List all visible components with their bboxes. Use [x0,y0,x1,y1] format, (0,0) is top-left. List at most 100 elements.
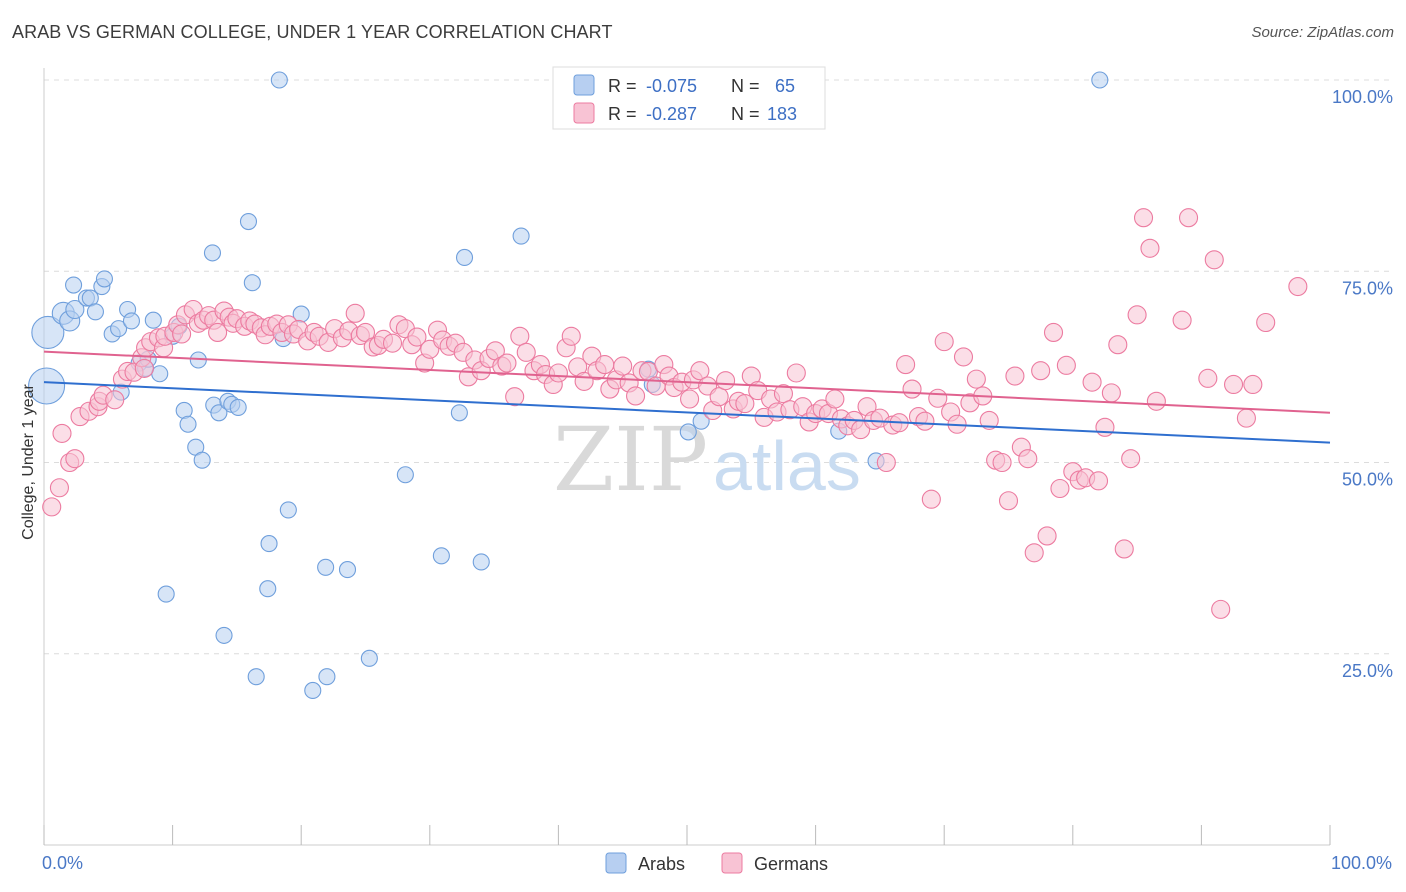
germans-point-136 [876,452,896,473]
germans-point-158 [1018,449,1038,469]
gridlines [44,79,1390,655]
y-axis-label: College, Under 1 year [20,384,37,540]
germans-point-184 [1224,374,1244,395]
arabs-point-10 [95,270,113,288]
germans-point-144 [928,388,948,408]
germans-point-169 [1088,471,1109,491]
germans-point-128 [825,389,845,409]
germans-point-155 [998,491,1019,511]
arabs-point-8 [86,303,104,321]
trend-lines [43,350,1331,444]
germans-point-142 [915,411,935,431]
germans-point-179 [1172,310,1192,330]
germans-point-139 [896,355,916,375]
y-tick-label-2: 50.0% [1342,470,1393,490]
germans-point-140 [902,379,922,399]
y-tick-label-0: 100.0% [1332,87,1393,107]
watermark: ZIP atlas [553,408,861,511]
germans-point-79 [510,326,530,346]
germans-point-105 [680,389,700,409]
arabs-point-40 [260,535,278,553]
germans-point-92 [595,355,615,375]
legend-label-germans: Germans [754,854,828,874]
germans-point-2 [52,423,72,443]
germans-point-173 [1114,539,1134,559]
arabs-point-19 [144,311,162,329]
germans-point-178 [1146,391,1166,411]
legend-r-value-germans: -0.287 [646,104,697,124]
germans-point-154 [992,452,1012,473]
arabs-point-36 [239,212,258,231]
germans-point-156 [1005,366,1025,386]
arabs-point-35 [229,398,247,416]
arabs-point-43 [279,501,297,519]
germans-point-181 [1198,368,1218,388]
germans-point-160 [1031,361,1051,381]
arabs-point-39 [259,580,277,598]
arabs-point-37 [243,274,261,292]
legend-r-label-arabs: R = [608,76,637,96]
germans-point-187 [1256,312,1276,333]
germans-point-182 [1204,250,1224,270]
arabs-point-20 [151,365,169,383]
germans-point-97 [626,386,646,406]
arabs-point-47 [318,668,336,686]
germans-point-188 [1288,276,1308,297]
x-tick-label-max: 100.0% [1331,853,1392,873]
legend-swatch-germans-bottom [721,852,743,874]
legend-swatch-germans [573,102,595,124]
germans-point-174 [1121,449,1141,469]
arabs-point-28 [193,451,211,469]
germans-point-85 [548,363,568,383]
series-legend: Arabs Germans [605,852,828,874]
germans-point-150 [966,369,986,389]
arabs-point-53 [455,248,474,267]
arabs-trend-line [43,381,1331,444]
germans-point-111 [716,371,736,391]
germans-point-171 [1101,383,1121,403]
legend-n-value-germans: 183 [767,104,797,124]
series-germans-points [42,208,1308,619]
arabs-point-51 [432,547,450,565]
arabs-point-50 [396,466,414,484]
axes [43,68,1331,846]
germans-point-65 [420,339,440,359]
arabs-point-48 [338,561,357,579]
germans-point-59 [382,333,403,353]
germans-point-122 [786,363,806,383]
source-label: Source: ZipAtlas.com [1251,24,1394,41]
legend-r-label-germans: R = [608,104,637,124]
arabs-point-32 [215,626,233,644]
germans-point-78 [505,387,525,407]
germans-point-63 [407,327,427,347]
arabs-point-31 [210,404,228,422]
legend-n-label-arabs: N = [731,76,760,96]
arabs-point-4 [65,299,85,320]
germans-point-4 [65,449,85,469]
germans-point-53 [345,303,365,323]
arabs-point-52 [450,404,468,422]
arabs-point-12 [110,320,128,338]
germans-point-148 [953,347,974,367]
arabs-point-54 [472,553,490,571]
germans-point-107 [690,361,710,381]
arabs-point-5 [65,276,83,294]
germans-point-120 [773,384,794,404]
series-arabs-points [28,71,1109,700]
germans-point-163 [1050,478,1070,499]
arabs-point-49 [360,649,378,667]
y-tick-labels: 100.0% 75.0% 50.0% 25.0% [1332,87,1393,681]
germans-trend-line [43,350,1331,414]
germans-point-161 [1037,526,1057,546]
legend-swatch-arabs [573,74,595,96]
arabs-point-62 [1091,71,1109,89]
germans-point-177 [1140,238,1160,258]
arabs-point-0 [28,367,66,405]
legend-box [552,66,826,130]
germans-point-164 [1056,355,1076,375]
germans-point-152 [979,410,999,430]
germans-point-162 [1043,322,1064,343]
legend-r-value-arabs: -0.075 [646,76,697,96]
legend-label-arabs: Arabs [638,854,685,874]
